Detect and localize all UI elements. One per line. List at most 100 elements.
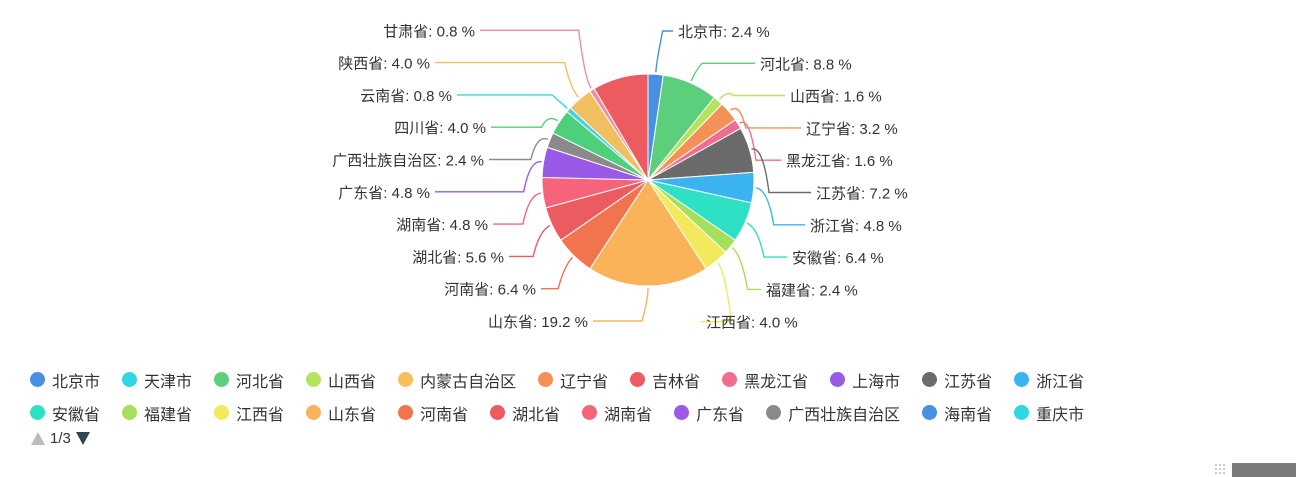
legend-label: 福建省 bbox=[144, 406, 193, 424]
legend-dot-icon bbox=[1014, 405, 1030, 420]
legend-item[interactable]: 湖南省 bbox=[582, 401, 652, 425]
slice-label: 陕西省: 4.0 % bbox=[338, 56, 430, 73]
leader-line bbox=[480, 29, 592, 89]
slice-label: 河南省: 6.4 % bbox=[444, 282, 536, 299]
leader-line bbox=[509, 224, 551, 258]
legend-item[interactable]: 重庆市 bbox=[1014, 401, 1084, 425]
legend-label: 湖北省 bbox=[512, 406, 561, 424]
slice-label: 河北省: 8.8 % bbox=[760, 56, 852, 73]
slice-label: 辽宁省: 3.2 % bbox=[806, 121, 898, 138]
leader-line bbox=[719, 92, 785, 100]
slice-label: 浙江省: 4.8 % bbox=[810, 218, 902, 235]
legend-item[interactable]: 广东省 bbox=[674, 401, 744, 425]
legend-label: 北京市 bbox=[52, 373, 101, 391]
legend-label: 吉林省 bbox=[652, 373, 701, 391]
legend-label: 海南省 bbox=[944, 406, 993, 424]
pie-chart: 北京市: 2.4 % 河北省: 8.8 % 山西省: 1.6 % 辽宁省: 3.2 %… bbox=[332, 23, 908, 332]
legend-item[interactable]: 天津市 bbox=[122, 368, 192, 392]
leader-line bbox=[731, 247, 761, 291]
legend-item[interactable]: 山西省 bbox=[306, 368, 376, 392]
legend-label: 江西省 bbox=[236, 406, 285, 424]
legend-label: 江苏省 bbox=[944, 373, 993, 391]
slice-label: 江西省: 4.0 % bbox=[706, 315, 798, 332]
legend-label: 黑龙江省 bbox=[744, 373, 809, 391]
legend-label: 上海市 bbox=[852, 373, 901, 391]
legend-item[interactable]: 吉林省 bbox=[630, 368, 700, 392]
legend-dot-icon bbox=[398, 372, 414, 387]
legend-item[interactable]: 广西壮族自治区 bbox=[766, 401, 900, 425]
legend-dot-icon bbox=[830, 372, 846, 387]
legend-item[interactable]: 上海市 bbox=[830, 368, 900, 392]
resize-grip-icon[interactable] bbox=[1214, 463, 1226, 475]
legend-dot-icon bbox=[674, 405, 690, 420]
legend-dot-icon bbox=[538, 372, 554, 387]
leader-line bbox=[739, 121, 781, 161]
legend-item[interactable]: 海南省 bbox=[922, 401, 992, 425]
legend: 北京市 天津市 河北省 山西省 内蒙古自治区 辽宁省 吉林省 黑龙江省 上海市 江苏省 浙江省 安徽… bbox=[30, 363, 1260, 429]
page-up-icon[interactable] bbox=[31, 432, 45, 445]
legend-dot-icon bbox=[582, 405, 598, 420]
legend-item[interactable]: 内蒙古自治区 bbox=[398, 368, 516, 392]
pie-slice[interactable] bbox=[593, 73, 649, 182]
legend-dot-icon bbox=[922, 372, 938, 387]
legend-item[interactable]: 北京市 bbox=[30, 368, 100, 392]
legend-item[interactable]: 浙江省 bbox=[1014, 368, 1084, 392]
leader-line bbox=[655, 30, 673, 73]
slice-label: 北京市: 2.4 % bbox=[678, 24, 770, 41]
legend-item[interactable]: 辽宁省 bbox=[538, 368, 608, 392]
legend-label: 河南省 bbox=[420, 406, 469, 424]
legend-label: 湖南省 bbox=[604, 406, 653, 424]
legend-label: 浙江省 bbox=[1036, 373, 1085, 391]
slice-label: 四川省: 4.0 % bbox=[394, 120, 486, 137]
leader-line bbox=[751, 148, 811, 194]
legend-item[interactable]: 福建省 bbox=[122, 401, 192, 425]
slice-label: 湖北省: 5.6 % bbox=[412, 249, 504, 266]
leader-line bbox=[690, 62, 755, 82]
legend-dot-icon bbox=[122, 372, 138, 387]
leader-line bbox=[541, 256, 574, 290]
slice-label: 云南省: 0.8 % bbox=[360, 88, 452, 105]
legend-label: 辽宁省 bbox=[560, 373, 609, 391]
leader-line bbox=[493, 192, 541, 225]
corner-bar bbox=[1232, 463, 1296, 477]
page-down-icon[interactable] bbox=[75, 432, 90, 445]
legend-dot-icon bbox=[30, 372, 45, 387]
slice-label: 广东省: 4.8 % bbox=[338, 185, 430, 202]
legend-dot-icon bbox=[122, 405, 138, 420]
legend-item[interactable]: 湖北省 bbox=[490, 401, 560, 425]
leader-line bbox=[730, 107, 801, 129]
leader-line bbox=[746, 222, 787, 258]
legend-item[interactable]: 江苏省 bbox=[922, 368, 992, 392]
legend-dot-icon bbox=[490, 405, 506, 420]
legend-dot-icon bbox=[922, 405, 938, 420]
legend-label: 山西省 bbox=[328, 373, 377, 391]
slice-label: 山西省: 1.6 % bbox=[790, 89, 882, 106]
legend-dot-icon bbox=[30, 405, 45, 420]
slice-label: 广西壮族自治区: 2.4 % bbox=[332, 153, 484, 170]
slice-label: 湖南省: 4.8 % bbox=[396, 217, 488, 234]
pie-slice[interactable] bbox=[589, 179, 707, 287]
leader-line bbox=[491, 117, 559, 128]
legend-row: 北京市 天津市 河北省 山西省 内蒙古自治区 辽宁省 吉林省 黑龙江省 上海市 江苏省 浙江省 bbox=[30, 363, 1260, 396]
leader-line bbox=[701, 262, 733, 323]
legend-item[interactable]: 黑龙江省 bbox=[722, 368, 808, 392]
slice-label: 安徽省: 6.4 % bbox=[792, 250, 884, 267]
legend-dot-icon bbox=[214, 405, 230, 420]
legend-item[interactable]: 山东省 bbox=[306, 401, 376, 425]
legend-item[interactable]: 安徽省 bbox=[30, 401, 100, 425]
legend-dot-icon bbox=[306, 372, 322, 387]
legend-label: 重庆市 bbox=[1036, 406, 1085, 424]
legend-item[interactable]: 河北省 bbox=[214, 368, 284, 392]
legend-dot-icon bbox=[1014, 372, 1030, 387]
slice-label: 福建省: 2.4 % bbox=[766, 282, 858, 299]
slice-label: 江苏省: 7.2 % bbox=[816, 186, 908, 203]
pager-text: 1/3 bbox=[50, 430, 71, 447]
legend-label: 山东省 bbox=[328, 406, 377, 424]
legend-item[interactable]: 河南省 bbox=[398, 401, 468, 425]
legend-pager: 1/3 bbox=[31, 430, 90, 447]
legend-dot-icon bbox=[630, 372, 646, 387]
leader-line bbox=[457, 94, 568, 109]
legend-item[interactable]: 江西省 bbox=[214, 401, 284, 425]
leader-line bbox=[435, 61, 579, 98]
slice-label: 山东省: 19.2 % bbox=[488, 314, 588, 331]
